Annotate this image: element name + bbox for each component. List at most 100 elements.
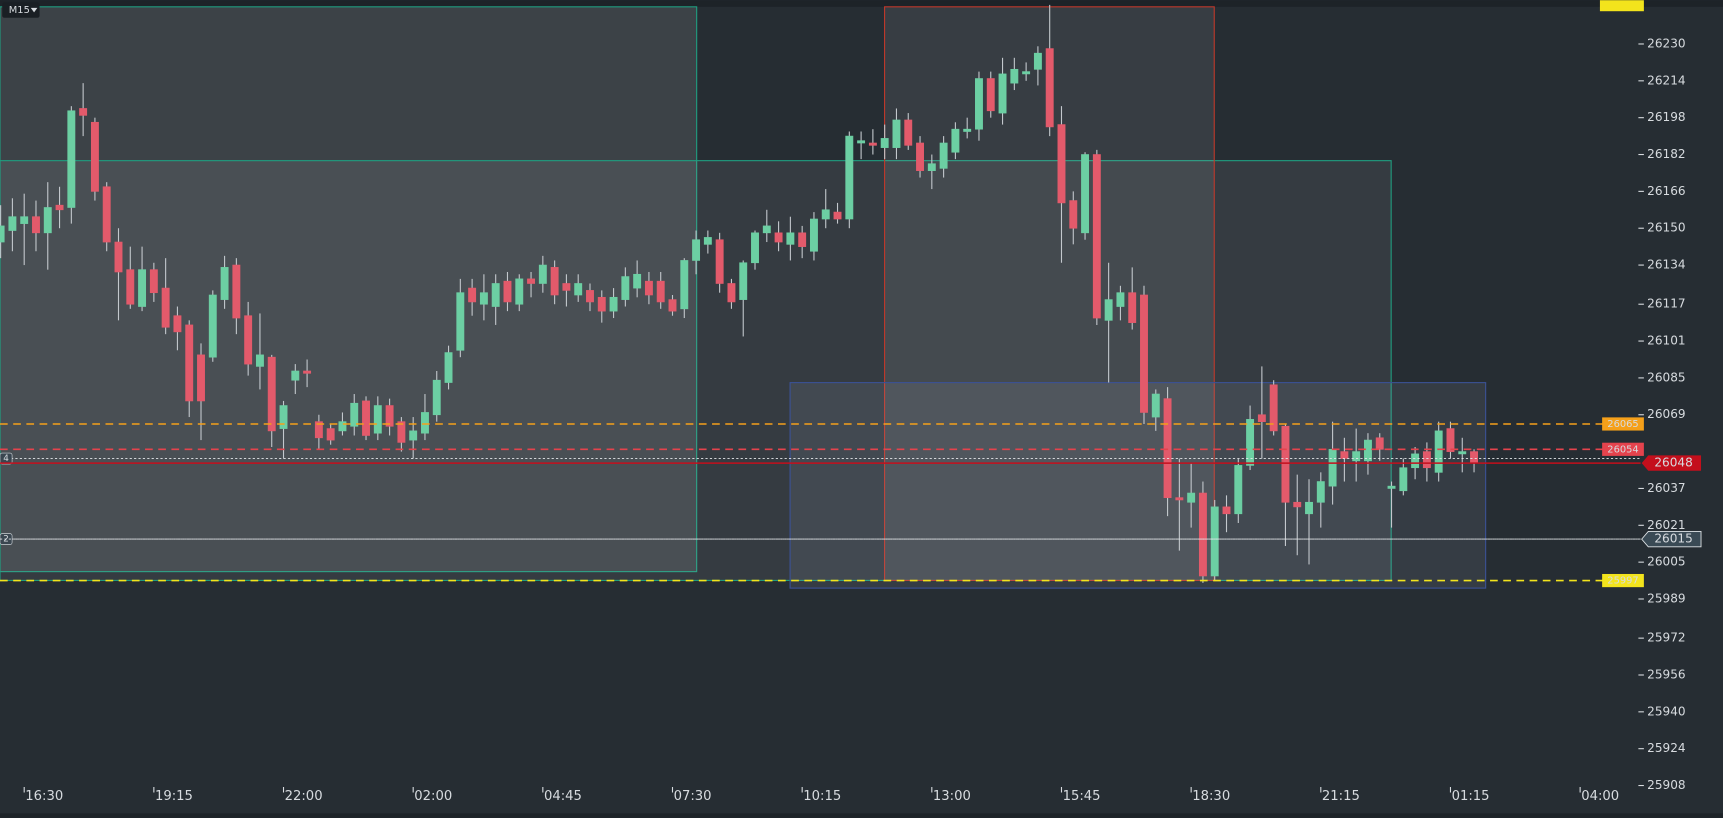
candle-body [1340, 451, 1349, 459]
x-tick-label: 15:45 [1063, 789, 1101, 804]
y-tick-label: 26214 [1647, 73, 1685, 87]
candle-body [597, 296, 606, 312]
candle-body [833, 211, 842, 220]
timeframe-button[interactable] [2, 2, 40, 18]
candle-body [350, 402, 359, 427]
x-tick-label: 10:15 [803, 789, 841, 804]
candle-body [680, 260, 689, 310]
level-tag [1641, 530, 1702, 548]
y-tick-label: 25989 [1647, 591, 1685, 605]
candle-body [809, 218, 818, 252]
x-tick-label: 19:15 [155, 789, 193, 804]
candle-body [656, 280, 665, 303]
candle-body [762, 225, 771, 234]
level-label: 26015 [1654, 532, 1692, 546]
candle-body [1045, 48, 1054, 128]
candle-body [1116, 292, 1125, 307]
candle-body [55, 204, 64, 211]
candle-body [149, 269, 158, 294]
top-tag [1599, 0, 1644, 12]
x-tick-label: 01:15 [1452, 789, 1490, 804]
candle-body [1269, 384, 1278, 432]
candle-body [1151, 393, 1160, 418]
candle-body [963, 128, 972, 132]
candle-body [857, 140, 866, 144]
y-tick-label: 25940 [1647, 704, 1685, 718]
candle-body [1316, 481, 1325, 503]
candle-body [1057, 124, 1066, 204]
y-tick-label: 26230 [1647, 36, 1685, 50]
candle-body [220, 267, 229, 300]
level-tag [1602, 573, 1644, 588]
dropdown-arrow[interactable] [30, 7, 38, 13]
y-tick-label: 26150 [1647, 221, 1685, 235]
x-tick-label: 22:00 [285, 789, 323, 804]
candle-body [1375, 437, 1384, 450]
candle-body [609, 296, 618, 312]
candle-body [79, 108, 88, 116]
candle-body [138, 269, 147, 307]
candle-body [468, 287, 477, 303]
candle-body [67, 110, 76, 208]
timeframe-label[interactable]: M15 [9, 5, 30, 16]
top-bar [0, 0, 1723, 7]
candle-body [479, 292, 488, 305]
candle-body [550, 267, 559, 296]
y-tick-label: 25972 [1647, 631, 1685, 645]
level-label: 25997 [1607, 576, 1638, 587]
bottom-bar [0, 813, 1723, 818]
candle-body [892, 119, 901, 148]
candle-body [126, 269, 135, 305]
candle-body [385, 405, 394, 427]
candle-body [244, 315, 253, 365]
candle-body [727, 283, 736, 303]
x-tick-label: 16:30 [25, 789, 63, 804]
candle-body [1257, 414, 1266, 422]
candle-body [1187, 492, 1196, 503]
candle-body [173, 315, 182, 333]
candle-body [232, 264, 241, 319]
candle-body [1010, 68, 1019, 84]
candle-body [362, 400, 370, 436]
candle-body [1140, 294, 1148, 413]
candle-body [1446, 428, 1455, 452]
candle-body [373, 405, 382, 434]
candle-body [821, 209, 830, 220]
candle-body [267, 356, 276, 432]
candle-body [774, 232, 783, 243]
candle-body [421, 412, 429, 434]
candle-body [845, 135, 854, 220]
candle-body [456, 292, 465, 351]
y-tick-label: 26134 [1647, 258, 1685, 272]
candle-body [1128, 292, 1137, 323]
candle-body [161, 287, 170, 328]
candle-body [1328, 448, 1337, 487]
candle-body [1470, 451, 1478, 464]
candle-body [1022, 71, 1031, 75]
candle-body [527, 278, 536, 284]
candle-body [43, 207, 52, 234]
candle-body [491, 283, 500, 307]
candle-body [1387, 485, 1396, 489]
candle-body [586, 290, 594, 303]
candle-body [904, 119, 913, 146]
y-tick-label: 25924 [1647, 741, 1685, 755]
candle-body [303, 370, 312, 374]
y-tick-label: 26101 [1647, 334, 1685, 348]
level-label: 26065 [1607, 419, 1638, 430]
candle-body [32, 216, 40, 234]
candle-body [208, 294, 217, 358]
candle-body [998, 73, 1007, 114]
candle-body [1281, 425, 1290, 503]
y-tick-label: 26037 [1647, 481, 1685, 495]
candle-body [338, 421, 347, 432]
candle-body [986, 78, 995, 112]
y-tick-label: 26182 [1647, 147, 1685, 161]
candle-body [916, 142, 924, 171]
candle-body [1163, 398, 1172, 498]
candle-body [1434, 430, 1443, 473]
y-tick-label: 26166 [1647, 184, 1685, 198]
candle-body [1364, 439, 1372, 462]
